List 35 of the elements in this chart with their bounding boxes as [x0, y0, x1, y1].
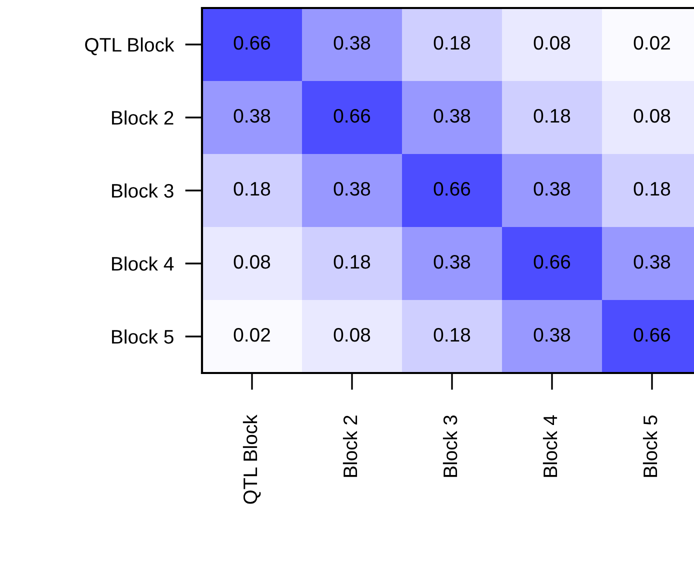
data-label: 0.18 [434, 36, 470, 50]
data-label: 0.66 [634, 328, 670, 342]
data-label: 0.38 [634, 254, 670, 269]
x-tick-label: Block 4 [542, 415, 558, 477]
data-label: 0.38 [334, 182, 370, 196]
data-label: 0.18 [534, 108, 570, 123]
data-label: 0.38 [434, 108, 470, 123]
x-tick-label: Block 2 [342, 416, 358, 477]
data-label: 0.08 [234, 254, 270, 269]
x-tick-label: QTL Block [242, 414, 261, 504]
data-label: 0.38 [534, 182, 570, 196]
data-label: 0.66 [534, 254, 570, 269]
data-label: 0.18 [434, 328, 470, 342]
data-label: 0.38 [534, 328, 570, 342]
data-label: 0.66 [234, 36, 270, 50]
x-tick-label: Block 5 [642, 415, 658, 477]
data-label: 0.18 [334, 254, 370, 269]
data-label: 0.38 [234, 108, 270, 123]
data-label: 0.38 [434, 254, 470, 269]
data-label: 0.08 [634, 108, 670, 123]
data-label: 0.38 [334, 36, 370, 50]
y-tick-label: QTL Block [85, 37, 174, 56]
data-label: 0.08 [334, 328, 370, 342]
y-tick-label: Block 4 [112, 256, 174, 271]
data-label: 0.66 [434, 182, 470, 196]
data-label: 0.18 [634, 182, 670, 196]
x-tick-label: Block 3 [442, 416, 458, 477]
data-label: 0.66 [334, 108, 370, 123]
data-label: 0.02 [634, 36, 670, 50]
data-label: 0.02 [234, 328, 270, 342]
data-label: 0.18 [234, 182, 270, 196]
y-tick-label: Block 3 [112, 183, 174, 198]
y-tick-label: Block 5 [112, 329, 174, 344]
data-label: 0.08 [534, 36, 570, 50]
y-tick-label: Block 2 [112, 110, 174, 125]
